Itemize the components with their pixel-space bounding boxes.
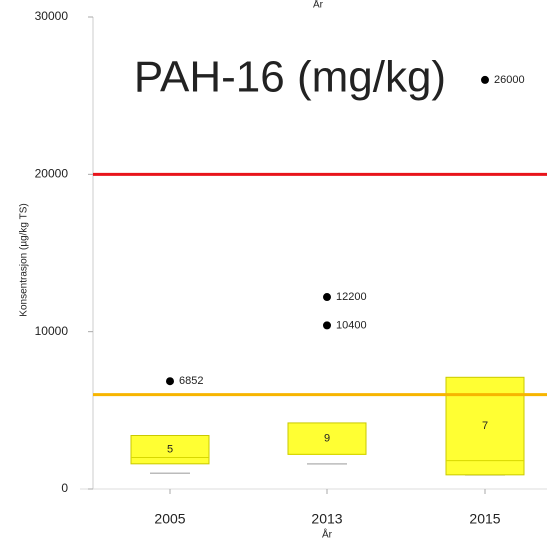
outlier — [323, 321, 331, 330]
outlier-label: 26000 — [494, 74, 525, 86]
x-axis-label: År — [322, 528, 333, 539]
x-tick-label: 2013 — [311, 511, 342, 527]
chart-title: PAH-16 (mg/kg) — [134, 53, 446, 102]
y-axis-label: Konsentrasjon (µg/kg TS) — [19, 203, 30, 316]
x-tick-label: 2015 — [469, 511, 500, 527]
y-tick-label: 10000 — [35, 324, 69, 338]
outlier-label: 12200 — [336, 291, 367, 303]
outlier-label: 6852 — [179, 375, 203, 387]
outlier — [481, 75, 489, 84]
y-tick-label: 20000 — [35, 167, 69, 181]
outlier-label: 10400 — [336, 319, 367, 331]
y-tick-label: 0 — [61, 481, 68, 495]
title-bg — [110, 52, 470, 108]
box — [130, 435, 210, 465]
y-tick-label: 30000 — [35, 9, 69, 23]
outlier — [166, 377, 174, 386]
box — [287, 422, 367, 455]
count-label: 5 — [167, 444, 173, 456]
count-label: 9 — [324, 433, 330, 445]
outlier — [323, 293, 331, 302]
x-tick-label: 2005 — [154, 511, 185, 527]
count-label: 7 — [482, 420, 488, 432]
x-axis-label-top: År — [313, 0, 324, 11]
